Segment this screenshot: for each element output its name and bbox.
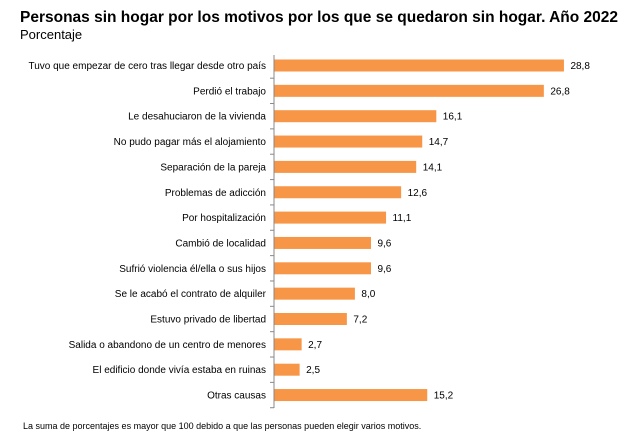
chart-subtitle: Porcentaje — [20, 27, 83, 42]
category-label: Tuvo que empezar de cero tras llegar des… — [28, 61, 266, 72]
data-label: 11,1 — [393, 213, 412, 224]
category-label: Se le acabó el contrato de alquiler — [115, 289, 267, 300]
bar — [274, 186, 402, 199]
bar — [274, 59, 564, 72]
category-label: Estuvo privado de libertad — [150, 315, 266, 326]
category-label: Separación de la pareja — [160, 162, 266, 173]
data-label: 15,2 — [434, 391, 454, 402]
bar — [274, 236, 371, 249]
bar — [274, 160, 417, 173]
category-label: Perdió el trabajo — [193, 86, 266, 97]
data-label: 12,6 — [408, 188, 428, 199]
category-label: Salida o abandono de un centro de menore… — [69, 340, 266, 351]
footnote: La suma de porcentajes es mayor que 100 … — [23, 421, 422, 431]
bar — [274, 135, 423, 148]
data-label: 2,7 — [308, 340, 322, 351]
data-label: 26,8 — [550, 86, 570, 97]
bar — [274, 363, 300, 376]
data-label: 7,2 — [353, 315, 367, 326]
category-label: El edificio donde vivía estaba en ruinas — [93, 365, 266, 376]
category-label: Por hospitalización — [182, 213, 266, 224]
data-label: 9,6 — [377, 238, 391, 249]
category-label: Sufrió violencia él/ella o sus hijos — [119, 264, 266, 275]
category-label: Otras causas — [207, 391, 266, 402]
category-label: Le desahuciaron de la vivienda — [128, 112, 266, 123]
data-label: 16,1 — [443, 112, 463, 123]
data-label: 8,0 — [361, 289, 375, 300]
bar — [274, 287, 355, 300]
data-label: 28,8 — [570, 61, 590, 72]
bar — [274, 262, 371, 275]
category-label: No pudo pagar más el alojamiento — [114, 137, 267, 148]
bar — [274, 338, 302, 351]
category-label: Problemas de adicción — [165, 188, 266, 199]
data-label: 9,6 — [377, 264, 391, 275]
data-label: 2,5 — [306, 365, 320, 376]
data-label: 14,7 — [429, 137, 449, 148]
bar — [274, 110, 437, 123]
bar — [274, 389, 428, 402]
category-label: Cambió de localidad — [175, 238, 266, 249]
chart-title: Personas sin hogar por los motivos por l… — [20, 9, 619, 26]
bar — [274, 84, 544, 97]
bar — [274, 313, 347, 325]
bar — [274, 211, 387, 224]
data-label: 14,1 — [423, 162, 443, 173]
